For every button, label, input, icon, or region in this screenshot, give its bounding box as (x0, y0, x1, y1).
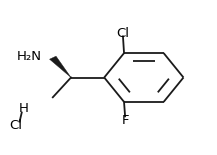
Text: H₂N: H₂N (17, 50, 42, 63)
Text: Cl: Cl (117, 27, 130, 40)
Text: Cl: Cl (9, 119, 22, 132)
Polygon shape (49, 56, 71, 78)
Text: H: H (19, 102, 29, 115)
Text: F: F (121, 114, 129, 127)
